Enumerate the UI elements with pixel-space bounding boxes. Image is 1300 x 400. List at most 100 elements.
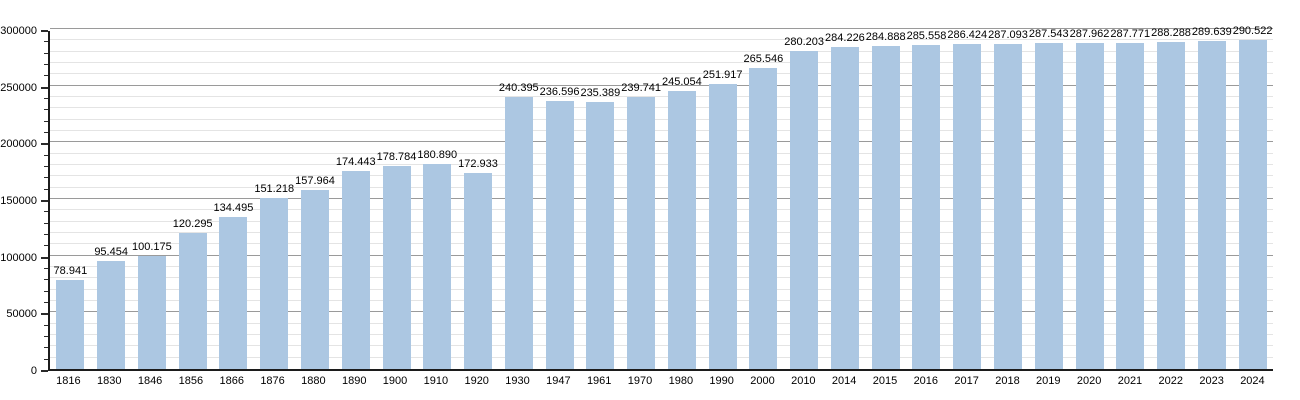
x-tick-label: 1970	[627, 375, 653, 387]
minor-gridline	[50, 130, 1273, 131]
bar-value-label: 235.389	[580, 87, 621, 100]
bar-slot: 245.054	[661, 31, 702, 369]
x-tick-label: 1846	[137, 375, 163, 387]
bar	[341, 171, 370, 369]
x-tick-label: 2014	[831, 375, 857, 387]
y-tick-label: 100000	[0, 251, 37, 264]
y-tick-mark	[44, 222, 48, 224]
minor-gridline	[50, 175, 1273, 177]
plot-area: 78.941 95.454 100.175 120.295 134.495 151.218…	[48, 25, 1273, 371]
bar-value-label: 280.203	[784, 36, 825, 49]
x-tick-label: 2018	[995, 375, 1020, 387]
minor-gridline	[50, 266, 1273, 267]
major-gridline	[50, 84, 1273, 86]
x-tick-label: 2015	[872, 375, 898, 387]
y-tick-mark	[44, 132, 48, 133]
bar-value-label: 240.395	[498, 81, 539, 94]
bar-slot: 236.596	[539, 31, 580, 369]
y-tick-mark	[44, 211, 48, 213]
bar	[382, 166, 411, 369]
bar	[1075, 42, 1104, 369]
x-tick-label: 1947	[546, 375, 571, 387]
minor-gridline	[50, 232, 1273, 233]
bar	[300, 190, 329, 369]
bar-slot: 287.543	[1028, 28, 1069, 369]
bar	[627, 97, 656, 369]
minor-gridline	[50, 186, 1273, 188]
bar-value-label: 290.522	[1232, 24, 1273, 37]
y-tick-mark	[41, 370, 48, 372]
y-tick-mark	[44, 166, 48, 167]
x-tick-label: 2019	[1036, 375, 1061, 387]
y-tick-mark	[41, 86, 48, 89]
bar	[667, 91, 696, 369]
bar-slot: 180.890	[417, 31, 458, 369]
x-tick-label: 2022	[1158, 375, 1184, 387]
x-tick-label: 1830	[97, 375, 122, 387]
x-tick-label: 1900	[382, 375, 408, 387]
y-tick-label: 200000	[0, 138, 37, 151]
minor-gridline	[50, 62, 1273, 63]
major-gridline	[50, 141, 1273, 143]
x-tick-label: 1876	[260, 375, 285, 387]
bar-slot: 285.558	[906, 30, 947, 369]
y-tick-label: 250000	[0, 81, 37, 94]
y-axis: 0 50000 100000 150000 200000 250000 300000	[0, 25, 48, 377]
x-tick-label: 2021	[1117, 375, 1143, 387]
bar-value-label: 78.941	[53, 264, 88, 277]
bar-slot: 78.941	[50, 31, 91, 369]
bar-value-label: 245.054	[661, 76, 702, 89]
bar	[260, 197, 289, 369]
bar-slot: 251.917	[702, 31, 743, 369]
bar	[871, 46, 900, 369]
bar-value-label: 178.784	[376, 151, 417, 164]
bar	[1197, 40, 1226, 369]
minor-gridline	[50, 118, 1273, 120]
y-tick-mark	[44, 234, 48, 235]
bar-slot: 284.226	[825, 31, 866, 369]
major-gridline	[50, 28, 1273, 29]
bar-value-label: 236.596	[539, 85, 580, 98]
y-tick-mark	[44, 64, 48, 65]
bar-value-label: 289.639	[1191, 25, 1232, 38]
bar	[423, 164, 452, 369]
y-tick-mark	[44, 52, 48, 54]
bar-value-label: 284.226	[825, 31, 865, 44]
bar	[97, 260, 126, 369]
bar-slot: 288.288	[1151, 27, 1192, 369]
y-tick-mark	[44, 358, 48, 360]
y-tick-mark	[44, 109, 48, 111]
y-tick-mark	[44, 279, 48, 281]
x-tick-label: 1990	[709, 375, 734, 387]
y-tick-mark	[44, 75, 48, 77]
minor-gridline	[50, 334, 1273, 335]
x-axis: 1816 1830 1846 1856 1866 1876 1880 1890 1900 1910…	[48, 375, 1273, 387]
x-tick-label: 2010	[791, 375, 816, 387]
bar-value-label: 172.933	[458, 158, 498, 170]
bar-value-label: 287.093	[988, 28, 1028, 41]
major-gridline	[50, 311, 1273, 313]
minor-gridline	[50, 96, 1273, 97]
bar	[993, 43, 1022, 369]
major-gridline	[50, 254, 1273, 256]
bar-value-label: 287.771	[1110, 27, 1151, 40]
x-tick-label: 1880	[301, 375, 326, 387]
minor-gridline	[50, 107, 1273, 109]
bar	[1034, 43, 1063, 369]
bar-slot: 287.093	[988, 28, 1029, 369]
bar-value-label: 95.454	[94, 245, 128, 258]
x-tick-label: 1980	[668, 375, 694, 387]
x-tick-label: 1910	[423, 375, 449, 387]
bar-value-label: 151.218	[254, 182, 295, 195]
bar-slot: 172.933	[458, 31, 499, 369]
y-tick-label: 0	[30, 365, 37, 377]
x-tick-label: 1930	[505, 375, 530, 387]
y-tick-mark	[44, 347, 48, 349]
bar-value-label: 288.288	[1151, 27, 1191, 40]
bar-value-label: 284.888	[865, 31, 906, 44]
gridlines	[50, 28, 1273, 369]
bar-slot: 284.888	[865, 31, 906, 369]
x-tick-label: 2000	[750, 375, 775, 387]
bar	[504, 96, 533, 369]
